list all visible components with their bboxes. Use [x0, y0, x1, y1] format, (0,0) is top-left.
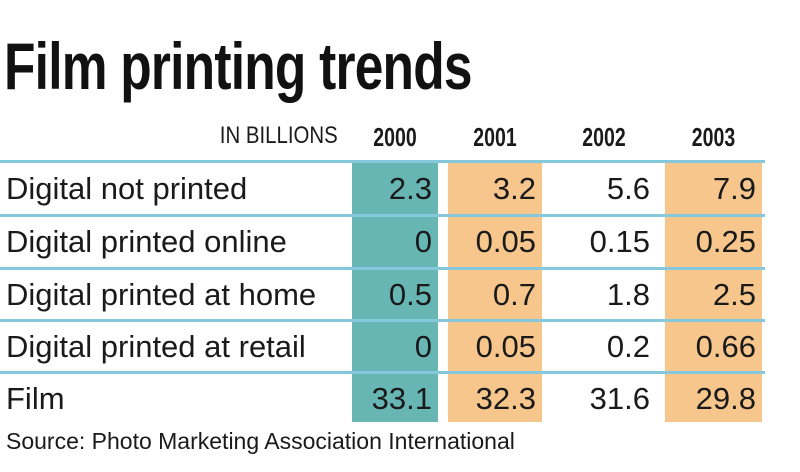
cell-value: 0 [414, 224, 432, 259]
cell-value: 0.05 [475, 329, 536, 364]
column-highlight [352, 163, 438, 422]
cell-value: 0.66 [695, 329, 756, 364]
row-label: Film [6, 381, 65, 416]
column-header: 2002 [582, 122, 626, 152]
cell-value: 0.25 [695, 224, 756, 259]
column-header: 2003 [691, 122, 736, 152]
source: Source: Photo Marketing Association Inte… [6, 428, 515, 454]
column-highlight [665, 163, 762, 422]
column-header: 2000 [373, 122, 417, 152]
cell-value: 31.6 [589, 381, 650, 416]
row-rule [0, 371, 765, 374]
cell-value: 32.3 [475, 381, 536, 416]
row-label: Digital printed at home [6, 277, 317, 312]
cell-value: 7.9 [712, 171, 756, 206]
column-header: 2001 [473, 122, 517, 152]
cell-value: 0.2 [606, 329, 650, 364]
row-rule [0, 267, 765, 270]
cell-value: 29.8 [695, 381, 756, 416]
cell-value: 5.6 [606, 171, 650, 206]
row-rule [0, 214, 765, 217]
cell-value: 0.15 [589, 224, 650, 259]
row-label: Digital not printed [6, 171, 248, 206]
title: Film printing trends [4, 29, 473, 103]
row-rule [0, 319, 765, 322]
cell-value: 33.1 [371, 381, 432, 416]
cell-value: 1.8 [606, 277, 650, 312]
row-label: Digital printed online [6, 224, 287, 259]
cell-value: 2.5 [712, 277, 756, 312]
row-rule [0, 160, 765, 163]
row-label: Digital printed at retail [6, 329, 306, 364]
cell-value: 0.7 [492, 277, 536, 312]
unit-label: IN BILLIONS [220, 122, 338, 149]
cell-value: 0.5 [388, 277, 432, 312]
column-highlight [448, 163, 542, 422]
cell-value: 0 [414, 329, 432, 364]
cell-value: 3.2 [492, 171, 536, 206]
cell-value: 0.05 [475, 224, 536, 259]
cell-value: 2.3 [388, 171, 432, 206]
